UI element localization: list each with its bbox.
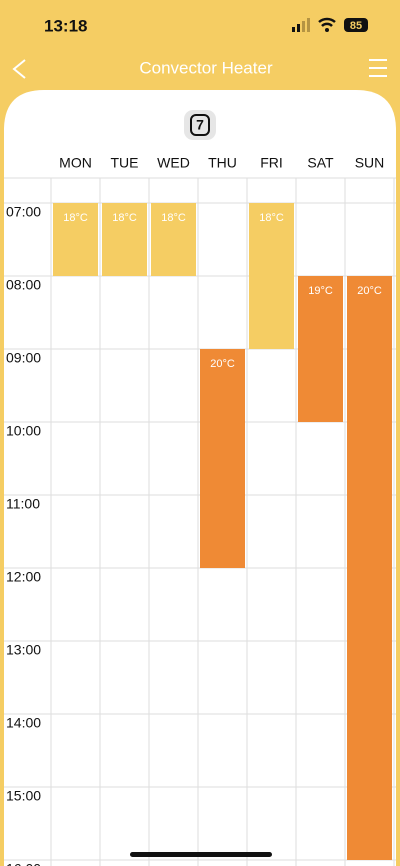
hour-label: 15:00 [6,788,41,804]
battery-icon [344,18,368,32]
hour-label: 10:00 [6,423,41,439]
signal-icon [292,18,310,32]
hour-label: 12:00 [6,569,41,585]
wifi-dot [325,28,329,32]
schedule-block [102,203,147,276]
program-icon-label: 7 [196,117,204,133]
day-label: THU [208,155,237,171]
hour-label: 14:00 [6,715,41,731]
schedule-block [347,276,392,860]
day-label: SUN [355,155,385,171]
program-icon-frame [190,114,210,136]
wifi-icon [318,17,336,27]
status-time: 13:18 [44,16,87,35]
home-indicator [130,852,272,857]
block-temperature: 20°C [210,358,235,370]
day-label: SAT [307,155,334,171]
hour-label: 13:00 [6,642,41,658]
menu-button[interactable] [369,59,387,77]
schedule-block [53,203,98,276]
schedule-block [249,203,294,349]
day-label: WED [157,155,190,171]
schedule-block [151,203,196,276]
hour-label: 07:00 [6,204,41,220]
block-temperature: 18°C [112,212,137,224]
hour-label: 11:00 [6,496,40,512]
block-temperature: 18°C [161,212,186,224]
battery-level: 85 [350,20,362,32]
page-title: Convector Heater [139,58,273,77]
block-temperature: 18°C [259,212,284,224]
block-temperature: 20°C [357,285,382,297]
day-label: FRI [260,155,283,171]
hour-label: 09:00 [6,350,41,366]
block-temperature: 19°C [308,285,333,297]
day-label: MON [59,155,92,171]
schedule-block [200,349,245,568]
hour-label: 08:00 [6,277,41,293]
block-temperature: 18°C [63,212,88,224]
day-label: TUE [111,155,139,171]
hour-label: 16:00 [6,861,41,866]
back-button[interactable] [12,59,26,79]
schedule-block [298,276,343,422]
